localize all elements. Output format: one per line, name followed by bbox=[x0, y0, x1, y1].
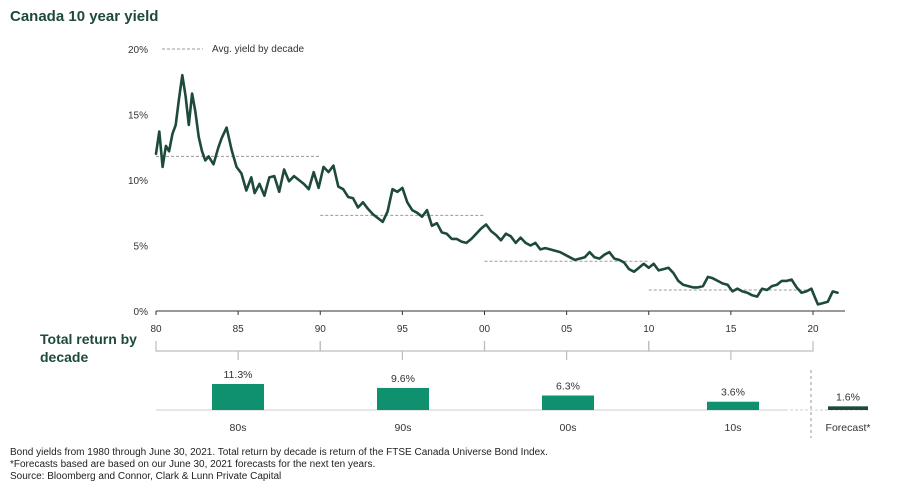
forecast-bar bbox=[828, 406, 868, 410]
bar-category-label: 00s bbox=[560, 422, 577, 434]
bar-category-label: 80s bbox=[230, 422, 247, 434]
x-tick-label: 10 bbox=[643, 324, 655, 335]
bar-value-label: 3.6% bbox=[721, 387, 745, 399]
decade-bracket bbox=[319, 341, 486, 360]
bar-value-label: 6.3% bbox=[556, 381, 580, 393]
x-tick-label: 80 bbox=[150, 324, 162, 335]
y-tick-label: 10% bbox=[128, 176, 148, 187]
y-tick-label: 15% bbox=[128, 111, 148, 122]
decade-return-bar bbox=[707, 401, 759, 410]
x-tick-label: 95 bbox=[397, 324, 409, 335]
decade-bracket bbox=[155, 341, 321, 360]
footnotes: Bond yields from 1980 through June 30, 2… bbox=[10, 447, 548, 483]
bar-category-label: 90s bbox=[395, 422, 412, 434]
chart-title: Canada 10 year yield bbox=[10, 8, 159, 25]
footnote-line: Source: Bloomberg and Connor, Clark & Lu… bbox=[10, 471, 282, 482]
bar-category-label: 10s bbox=[725, 422, 742, 434]
legend-label: Avg. yield by decade bbox=[212, 44, 305, 55]
x-tick-label: 85 bbox=[233, 324, 245, 335]
bar-chart-title: Total return by decade bbox=[40, 331, 137, 365]
return-bar-chart: 11.3% 80s 9.6% 90s 6.3% 00s 3.6% 10s 1.6% Forecas… bbox=[156, 369, 870, 438]
x-tick-label: 05 bbox=[561, 324, 573, 335]
y-tick-label: 0% bbox=[134, 307, 149, 318]
decade-return-bar bbox=[542, 395, 594, 410]
x-tick-label: 20 bbox=[807, 324, 819, 335]
yield-series-line bbox=[154, 73, 839, 306]
footnote-line: *Forecasts based are based on our June 3… bbox=[10, 459, 376, 470]
bar-value-label: 11.3% bbox=[224, 369, 253, 381]
y-tick-label: 5% bbox=[134, 242, 149, 253]
footnote-line: Bond yields from 1980 through June 30, 2… bbox=[10, 447, 548, 458]
bar-category-label: Forecast* bbox=[826, 422, 871, 434]
x-tick-label: 00 bbox=[479, 324, 491, 335]
decade-return-bar bbox=[377, 387, 429, 410]
decade-return-bar bbox=[212, 384, 264, 410]
bar-value-label: 9.6% bbox=[391, 373, 415, 385]
x-tick-label: 15 bbox=[725, 324, 737, 335]
decade-bracket bbox=[648, 341, 814, 360]
x-tick-label: 90 bbox=[315, 324, 327, 335]
yield-line-chart: 0% 5% 10% 15% 20% 80 85 90 95 00 05 10 15 20 Avg. yiel… bbox=[128, 44, 845, 360]
y-tick-label: 20% bbox=[128, 45, 148, 56]
decade-bracket bbox=[483, 341, 650, 360]
bar-value-label: 1.6% bbox=[836, 391, 860, 403]
